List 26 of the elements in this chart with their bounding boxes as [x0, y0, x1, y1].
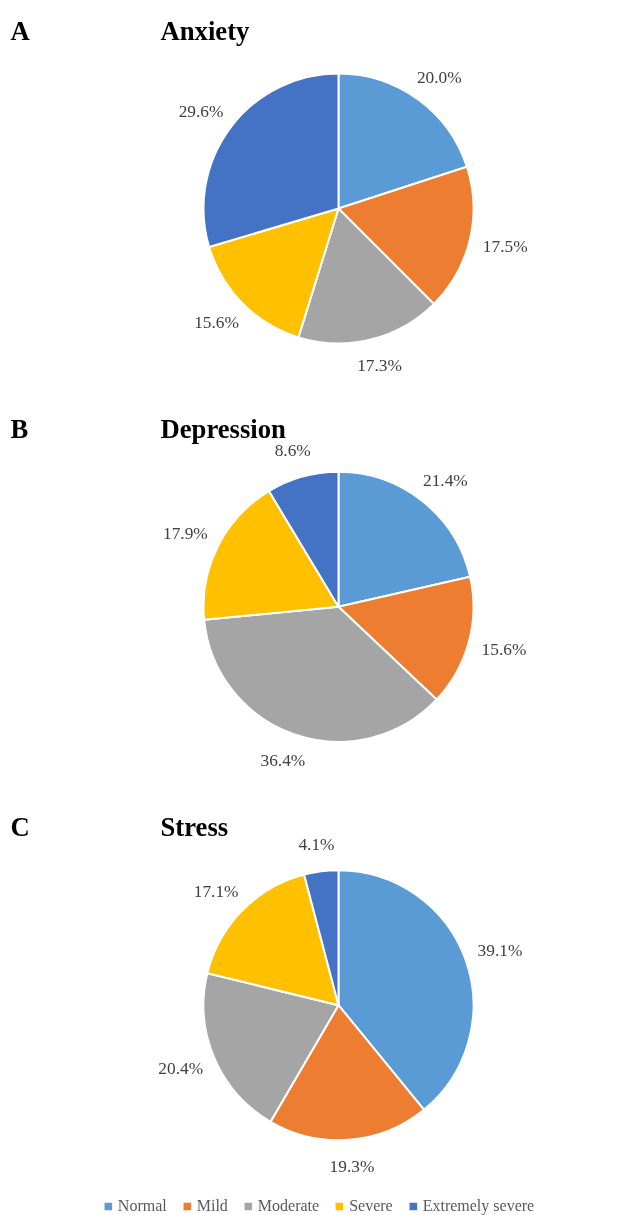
legend-label: Mild — [196, 1197, 228, 1215]
data-label: 36.4% — [260, 750, 306, 770]
chart-title: Stress — [160, 812, 229, 843]
data-label: 17.1% — [193, 882, 239, 902]
data-label: 17.5% — [482, 236, 528, 256]
text: B — [10, 413, 29, 444]
text: A — [10, 15, 31, 46]
data-label: 15.6% — [481, 639, 527, 659]
data-label: 15.6% — [194, 312, 239, 332]
text: C — [10, 812, 30, 843]
data-label: 29.6% — [178, 102, 224, 122]
data-label: 17.3% — [357, 356, 402, 376]
data-label: 20.4% — [158, 1059, 204, 1079]
legend-label: Moderate — [257, 1197, 320, 1215]
data-label: 4.1% — [298, 835, 335, 855]
data-label: 21.4% — [422, 470, 468, 490]
chart-title: Depression — [160, 413, 287, 444]
legend-label: Normal — [117, 1197, 167, 1215]
data-label: 8.6% — [274, 441, 311, 461]
data-label: 17.9% — [163, 524, 208, 544]
legend-label: Severe — [349, 1197, 393, 1215]
data-label: 39.1% — [477, 941, 523, 961]
chart-title: Anxiety — [160, 15, 251, 46]
data-label: 20.0% — [416, 67, 462, 87]
legend-label: Extremely severe — [422, 1197, 535, 1215]
data-label: 19.3% — [329, 1157, 375, 1177]
